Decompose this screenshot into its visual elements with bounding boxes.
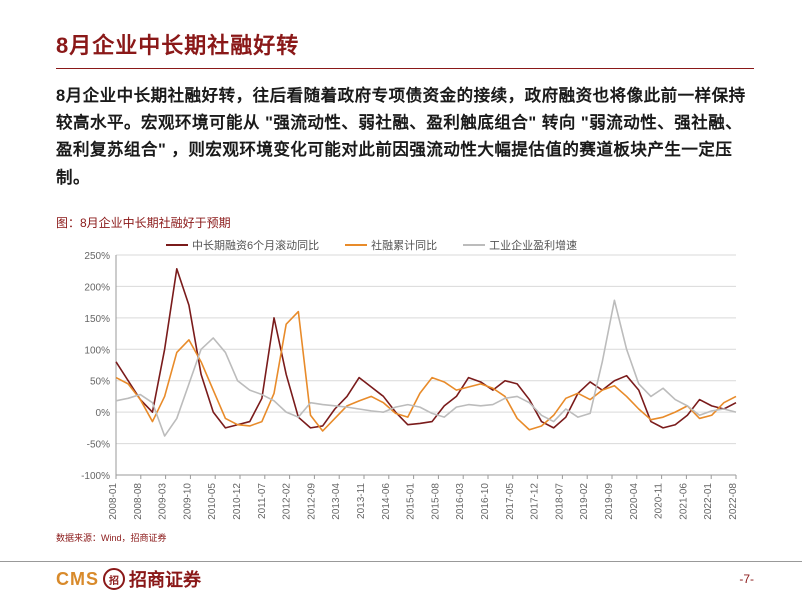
- slide: 8月企业中长期社融好转 8月企业中长期社融好转，往后看随着政府专项债资金的接续，…: [0, 0, 802, 602]
- legend-label: 中长期融资6个月滚动同比: [192, 237, 319, 253]
- chart-block: 图：8月企业中长期社融好于预期 中长期融资6个月滚动同比 社融累计同比 工业企业盈利…: [56, 214, 754, 544]
- legend-item: 中长期融资6个月滚动同比: [166, 237, 319, 253]
- legend-swatch: [463, 244, 485, 246]
- title-row: 8月企业中长期社融好转: [56, 28, 754, 69]
- page-number: -7-: [739, 572, 754, 586]
- legend-item: 工业企业盈利增速: [463, 237, 577, 253]
- svg-text:250%: 250%: [84, 251, 110, 262]
- brand-cn: 招商证券: [129, 566, 201, 592]
- svg-text:2015-08: 2015-08: [430, 482, 441, 519]
- chart: 中长期融资6个月滚动同比 社融累计同比 工业企业盈利增速 -100% -50% 0% 50…: [56, 235, 756, 525]
- body-paragraph: 8月企业中长期社融好转，往后看随着政府专项债资金的接续，政府融资也将像此前一样保…: [56, 83, 754, 192]
- svg-text:2019-09: 2019-09: [604, 482, 615, 519]
- legend-swatch: [345, 244, 367, 246]
- svg-text:2019-02: 2019-02: [579, 482, 590, 519]
- svg-text:2022-01: 2022-01: [703, 482, 714, 519]
- svg-text:50%: 50%: [90, 377, 110, 388]
- svg-text:2020-04: 2020-04: [629, 482, 640, 519]
- brand-logo-icon: 招: [103, 568, 125, 590]
- svg-text:150%: 150%: [84, 314, 110, 325]
- svg-text:2008-01: 2008-01: [108, 482, 119, 519]
- svg-text:2015-01: 2015-01: [406, 482, 417, 519]
- svg-text:2017-12: 2017-12: [530, 482, 541, 519]
- legend-label: 社融累计同比: [371, 237, 437, 253]
- svg-text:2010-12: 2010-12: [232, 482, 243, 519]
- svg-text:2018-07: 2018-07: [554, 482, 565, 519]
- svg-text:2014-06: 2014-06: [381, 482, 392, 519]
- svg-text:2022-08: 2022-08: [728, 482, 739, 519]
- svg-text:2013-04: 2013-04: [331, 482, 342, 519]
- chart-legend: 中长期融资6个月滚动同比 社融累计同比 工业企业盈利增速: [166, 237, 577, 253]
- chart-title: 图：8月企业中长期社融好于预期: [56, 214, 754, 231]
- svg-text:2012-09: 2012-09: [306, 482, 317, 519]
- page-title: 8月企业中长期社融好转: [56, 28, 299, 60]
- svg-text:2013-11: 2013-11: [356, 482, 367, 518]
- brand: CMS 招 招商证券: [56, 566, 201, 592]
- svg-text:2017-05: 2017-05: [505, 482, 516, 519]
- svg-text:-100%: -100%: [81, 471, 110, 482]
- legend-item: 社融累计同比: [345, 237, 437, 253]
- svg-text:2009-03: 2009-03: [158, 482, 169, 519]
- chart-svg: -100% -50% 0% 50% 100% 150% 200% 250% 2008-01 200…: [56, 235, 756, 525]
- data-source: 数据来源：Wind，招商证券: [56, 531, 754, 544]
- svg-text:2010-05: 2010-05: [207, 482, 218, 519]
- svg-text:2012-02: 2012-02: [282, 482, 293, 519]
- svg-text:2009-10: 2009-10: [182, 482, 193, 519]
- svg-text:2021-06: 2021-06: [678, 482, 689, 519]
- svg-text:-50%: -50%: [87, 439, 110, 450]
- svg-text:100%: 100%: [84, 345, 110, 356]
- legend-label: 工业企业盈利增速: [489, 237, 577, 253]
- svg-text:2016-03: 2016-03: [455, 482, 466, 519]
- svg-text:2011-07: 2011-07: [257, 482, 268, 518]
- svg-text:2008-08: 2008-08: [133, 482, 144, 519]
- svg-text:2020-11: 2020-11: [654, 482, 665, 518]
- svg-text:200%: 200%: [84, 282, 110, 293]
- svg-text:0%: 0%: [96, 408, 111, 419]
- brand-en: CMS: [56, 569, 99, 590]
- svg-text:2016-10: 2016-10: [480, 482, 491, 519]
- footer: CMS 招 招商证券 -7-: [0, 561, 802, 592]
- legend-swatch: [166, 244, 188, 246]
